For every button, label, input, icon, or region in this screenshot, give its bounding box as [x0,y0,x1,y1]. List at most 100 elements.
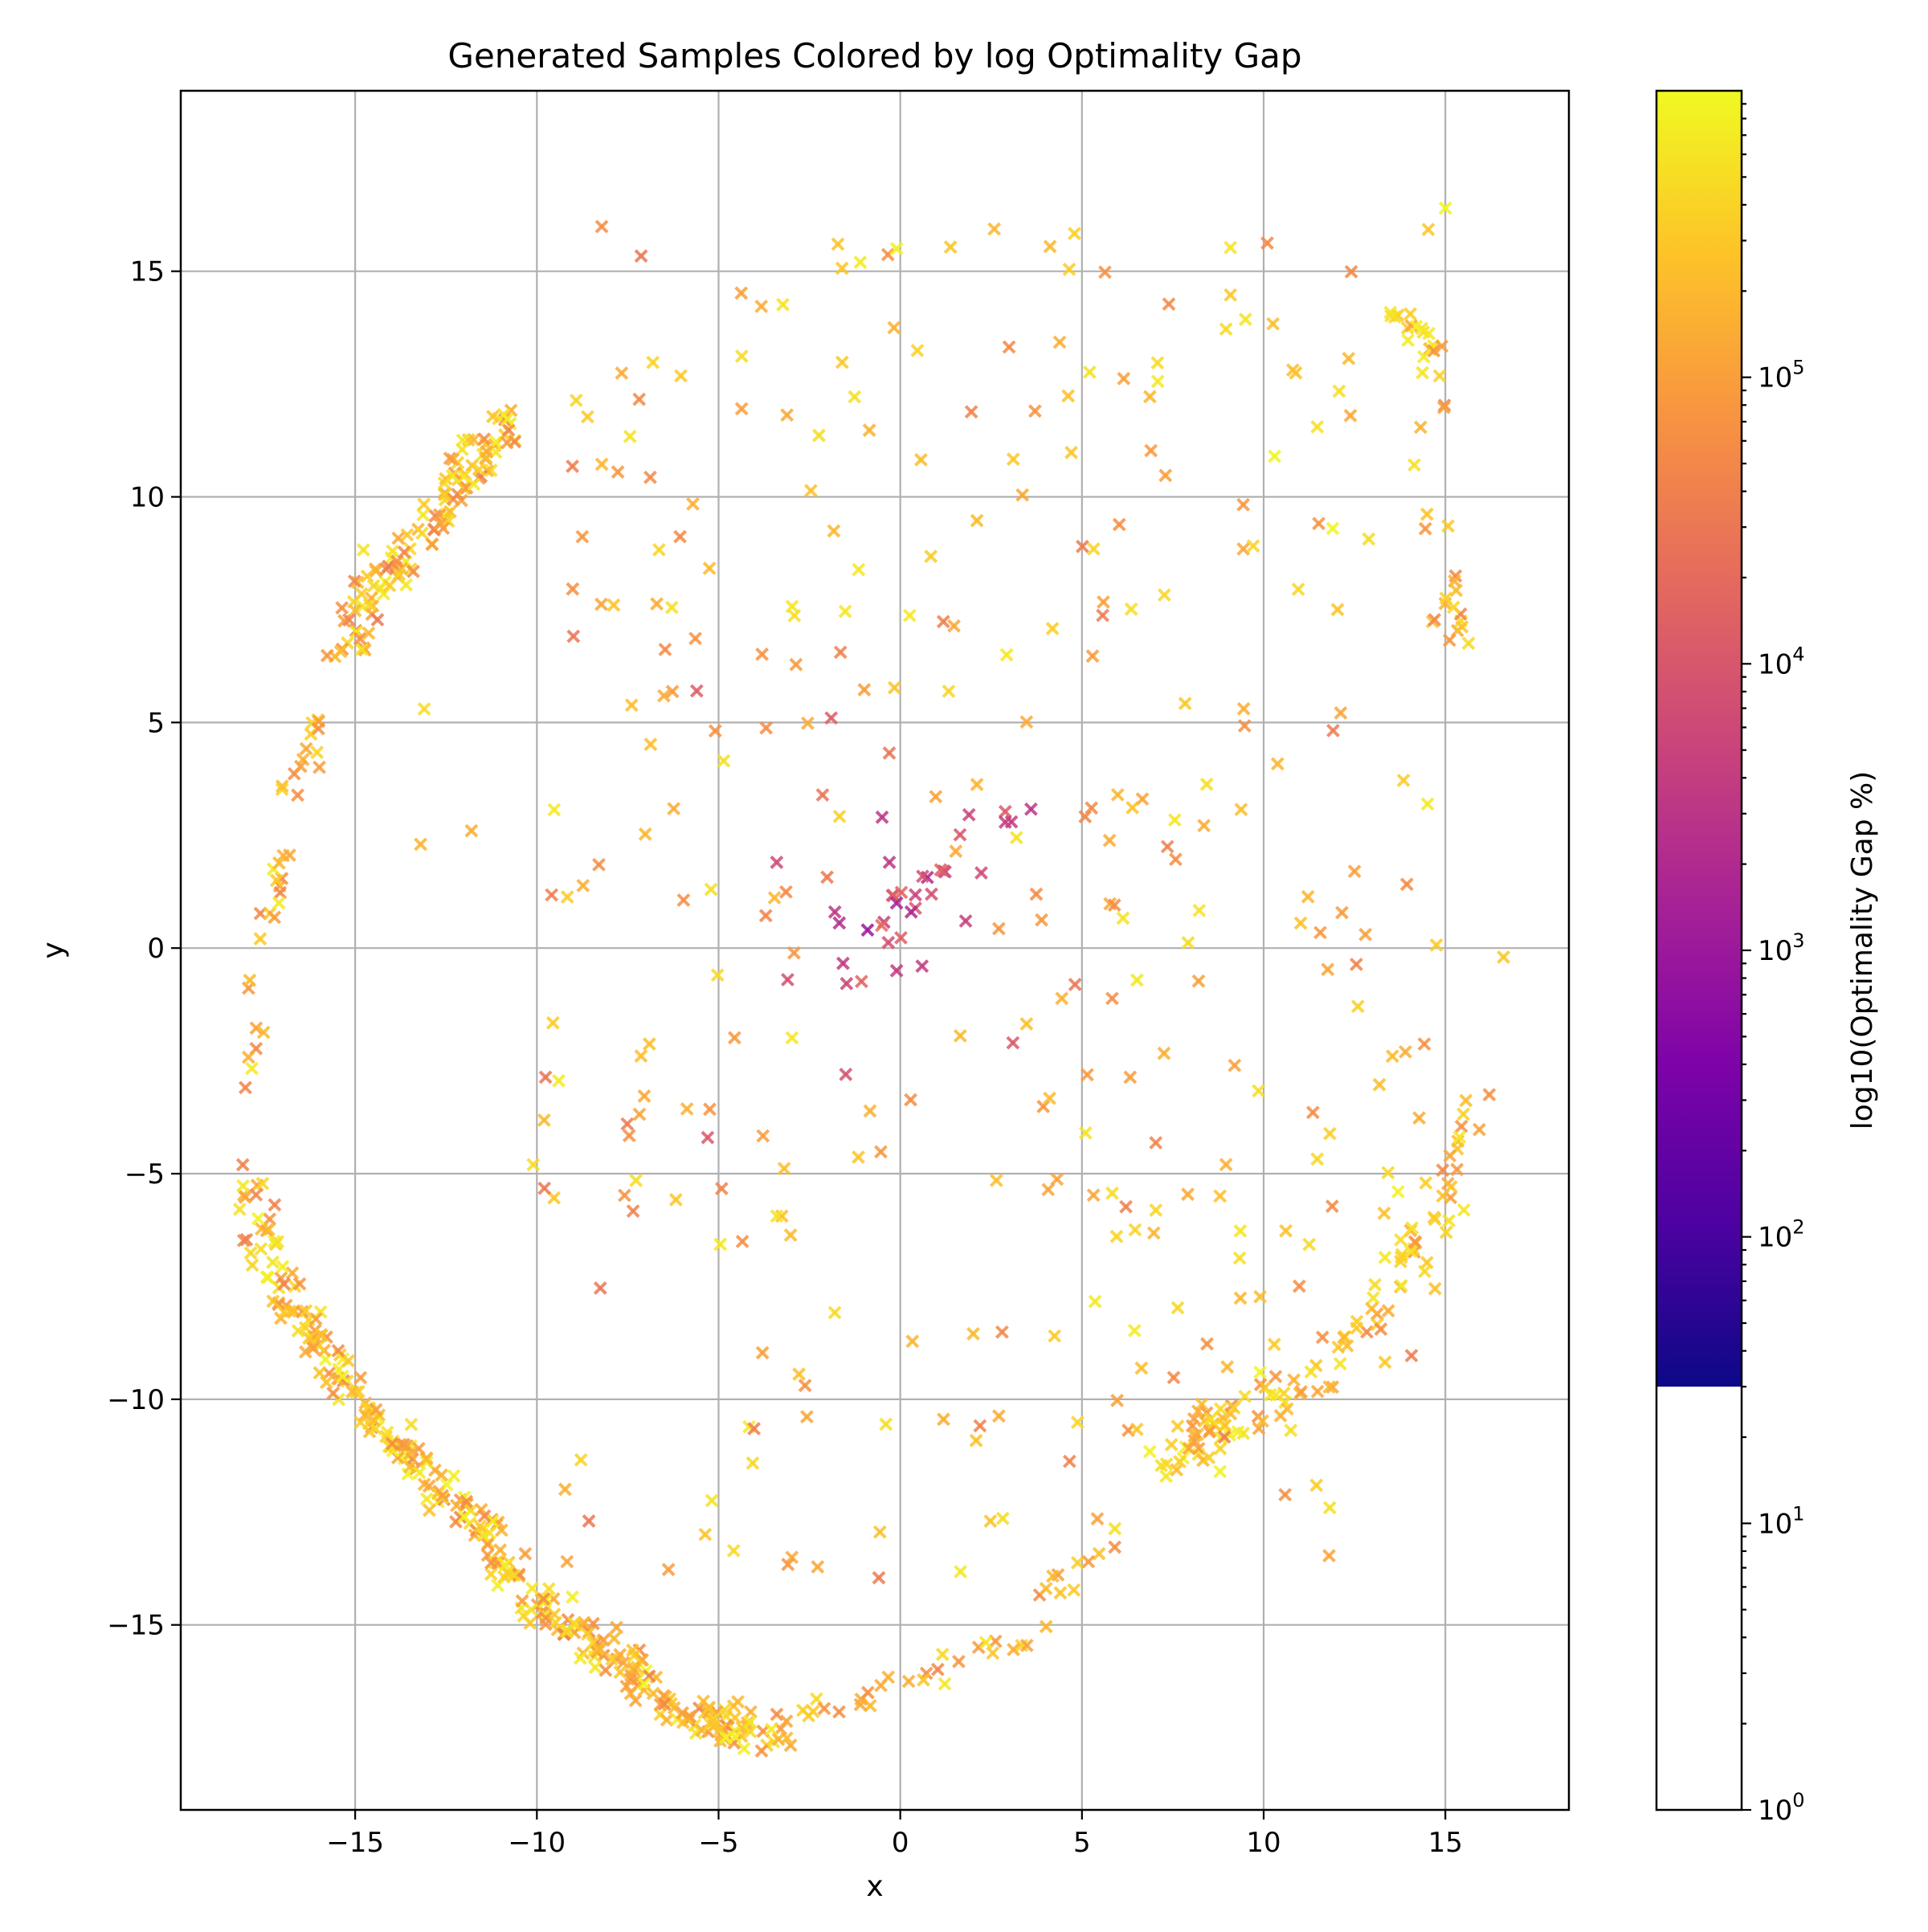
scatter-point [493,1543,508,1558]
scatter-point [831,237,845,251]
scatter-point [624,1669,638,1682]
scatter-point [615,366,629,380]
scatter-point [713,1237,728,1252]
scatter-point [1227,1058,1242,1072]
scatter-point [1123,1070,1138,1084]
scatter-point [661,1562,676,1577]
scatter-point [942,684,956,698]
scatter-point [734,286,749,300]
scatter-point [1102,833,1117,848]
scatter-point [1497,950,1510,964]
scatter-point [759,721,774,735]
scatter-point [1023,802,1038,816]
scatter-point [665,684,680,699]
scatter-point [1291,582,1305,596]
scatter-point [547,1607,562,1622]
scatter-point [1213,1189,1227,1203]
scatter-point [1439,591,1453,606]
scatter-point [299,1304,313,1318]
scatter-point [667,802,681,816]
scatter-point [1419,1256,1434,1270]
scatter-point [1273,1408,1288,1423]
scatter-point [970,513,984,528]
scatter-point [235,1158,250,1172]
scatter-point [1383,305,1398,320]
scatter-point [852,1150,865,1164]
scatter-point [1407,458,1421,472]
scatter-point [1418,1264,1432,1279]
scatter-point [616,1656,631,1670]
scatter-point [1002,340,1016,354]
scatter-point [1326,1380,1340,1395]
scatter-point [1041,1182,1056,1197]
scatter-point [673,529,687,544]
scatter-point [1085,649,1100,664]
scatter-point [995,1511,1010,1526]
scatter-point [708,724,722,738]
scatter-point [889,242,904,256]
scatter-point [1350,958,1363,971]
scatter-point [566,1590,579,1604]
scatter-point [862,423,876,437]
scatter-point [496,1570,511,1584]
scatter-point [787,946,801,960]
colorbar-ticks: 100 101 102 103 104 105 [1742,103,1805,1827]
scatter-point [1187,1433,1202,1448]
scatter-point [1436,1163,1450,1178]
scatter-point [1027,404,1042,419]
scatter-point [292,1276,307,1291]
scatter-point [1267,1338,1281,1351]
scatter-point [1223,288,1238,302]
scatter-point [973,1419,987,1433]
scatter-point [382,578,397,593]
scatter-point [1015,488,1030,502]
scatter-point [880,247,895,262]
scatter-point [726,1543,741,1558]
grid-lines [181,91,1569,1810]
scatter-point [403,1446,417,1460]
scatter-point [498,1558,513,1572]
scatter-point [835,355,849,370]
scatter-point [1117,371,1131,386]
scatter-point [952,1654,966,1669]
scatter-point [1394,1250,1408,1264]
scatter-point [832,916,847,930]
scatter-point [1088,1294,1102,1309]
scatter-point [1233,1223,1248,1238]
scatter-point [875,918,888,933]
scatter-point [243,973,257,987]
scatter-point [827,1305,842,1320]
scatter-point [369,1403,383,1417]
scatter-point [435,1468,449,1482]
scatter-point [1399,877,1414,892]
scatter-point [1019,1638,1034,1652]
scatter-point [581,410,594,424]
scatter-point [1322,1501,1337,1515]
scatter-point [1237,719,1252,733]
scatter-point [1366,1291,1380,1305]
scatter-point [1150,356,1165,370]
scatter-point [349,1385,364,1399]
scatter-point [646,1686,660,1701]
scatter-point [1381,1166,1395,1180]
scatter-point [812,428,826,443]
scatter-point [887,680,901,695]
scatter-markers [232,201,1510,1758]
scatter-point [1456,1107,1471,1121]
scatter-point [580,1627,594,1641]
scatter-point [243,1246,258,1260]
scatter-point [449,1515,463,1529]
scatter-point [560,1554,574,1569]
scatter-point [1213,1402,1227,1416]
scatter-point [249,1187,263,1202]
scatter-point [848,390,862,404]
scatter-point [930,1662,945,1677]
scatter-point [399,578,413,592]
scatter-point [1086,1188,1101,1203]
scatter-point [1220,1360,1235,1374]
scatter-point [620,1117,635,1131]
scatter-point [266,1255,280,1269]
scatter-point [1333,1357,1347,1371]
scatter-point [476,1528,490,1542]
y-tick-label: −5 [125,1158,165,1191]
